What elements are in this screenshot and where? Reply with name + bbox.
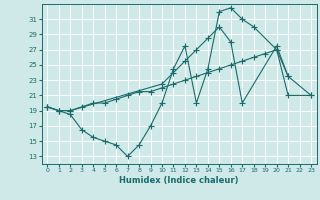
X-axis label: Humidex (Indice chaleur): Humidex (Indice chaleur) xyxy=(119,176,239,185)
